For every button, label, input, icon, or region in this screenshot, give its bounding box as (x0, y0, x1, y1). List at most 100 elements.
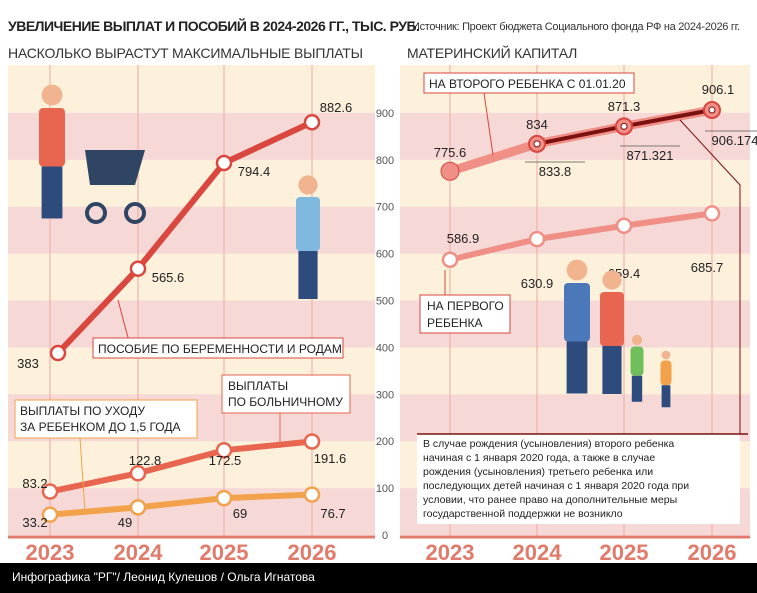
data-label: 794.4 (238, 164, 271, 179)
stroller-wheel-icon (124, 202, 146, 224)
y-tick-label: 300 (376, 389, 394, 401)
data-point-inner (620, 122, 628, 130)
series-line-first-child (449, 210, 713, 263)
data-label: 172.5 (209, 453, 242, 468)
data-label: 906.1 (702, 82, 735, 97)
note-callout-line (679, 119, 741, 435)
note-text-line: начиная с 1 января 2020 года, а также в … (423, 452, 655, 464)
data-point-inner (708, 106, 716, 114)
data-point-inner (533, 140, 541, 148)
footer-credit: Инфографика "РГ"/ Леонид Кулешов / Ольга… (12, 570, 315, 584)
data-point (303, 113, 321, 131)
legend-label-sick: ВЫПЛАТЫ (228, 379, 288, 393)
boy-figure-body (630, 346, 644, 376)
data-label: 49 (118, 515, 132, 530)
series-line (49, 438, 313, 495)
legend-label-care: ЗА РЕБЕНКОМ ДО 1,5 ГОДА (20, 420, 181, 434)
data-point (441, 251, 459, 268)
data-label: 834 (526, 117, 548, 132)
stroller-wheel-icon (85, 202, 107, 224)
father-figure-legs (566, 341, 588, 394)
y-tick-label: 800 (376, 155, 394, 167)
data-label: 630.9 (521, 276, 554, 291)
data-point (129, 499, 147, 516)
legend-box-second-child (423, 72, 635, 94)
left-year-label: 2026 (288, 540, 337, 563)
data-label: 565.6 (152, 270, 185, 285)
girl-figure-head (661, 350, 671, 360)
legend-label-first-child: НА ПЕРВОГО (427, 299, 504, 313)
data-point (129, 465, 147, 482)
boy-figure-head (631, 334, 643, 346)
data-point (49, 344, 67, 362)
note-text-line: государственной поддержки не возникло (423, 508, 623, 520)
right-chart-title: МАТЕРИНСКИЙ КАПИТАЛ (407, 45, 578, 61)
legend-label-sick: ПО БОЛЬНИЧНОМУ (228, 395, 343, 409)
data-label: 871.3 (608, 99, 641, 114)
girl-figure-legs (661, 385, 671, 408)
data-point (703, 205, 721, 222)
left-chart-title: НАСКОЛЬКО ВЫРАСТУТ МАКСИМАЛЬНЫЕ ВЫПЛАТЫ (8, 45, 363, 61)
y-tick-label: 500 (376, 296, 394, 308)
legend-box-first-child (419, 294, 511, 334)
left-year-label: 2023 (26, 540, 75, 563)
data-point (303, 433, 321, 450)
girl-figure-body (660, 360, 672, 386)
data-label-exact: 906.174 (712, 133, 757, 148)
source-note: Источник: Проект бюджета Социального фон… (412, 21, 740, 33)
legend-label-second-child: НА ВТОРОГО РЕБЕНКА С 01.01.20 (429, 77, 626, 91)
mother-with-child-figure-legs (298, 251, 318, 299)
father-figure-head (566, 259, 588, 281)
data-point (41, 506, 59, 523)
note-text-line: последующих детей начиная с 1 января 202… (423, 480, 689, 492)
y-tick-label: 200 (376, 436, 394, 448)
y-tick-label: 700 (376, 202, 394, 214)
data-label: 83.2 (22, 476, 47, 491)
charts-svg: 2023 2023 2024 2024 2025 2025 2026 2026 0 100 200 3… (8, 65, 757, 563)
mother-family-figure-head (602, 270, 622, 290)
data-point (303, 486, 321, 503)
mother-figure-body (39, 108, 65, 167)
mother-with-child-figure-body (296, 197, 320, 251)
note-text-line: условии, что ранее право на дополнительн… (423, 494, 677, 506)
legend-label-maternity: ПОСОБИЕ ПО БЕРЕМЕННОСТИ И РОДАМ (98, 342, 342, 356)
data-point (129, 260, 147, 277)
data-label-exact: 871.321 (627, 148, 674, 163)
data-label: 76.7 (320, 506, 345, 521)
series-line (49, 491, 313, 518)
right-year-label: 2025 (600, 540, 649, 563)
y-tick-label: 900 (376, 108, 394, 120)
right-year-label: 2024 (513, 540, 563, 563)
data-label: 685.7 (691, 260, 724, 275)
data-label: 122.8 (129, 453, 162, 468)
legend-label-first-child: РЕБЕНКА (427, 316, 483, 330)
father-figure-body (564, 283, 590, 342)
legend-box-sick (221, 374, 351, 414)
data-point (41, 483, 59, 500)
left-year-label: 2024 (114, 540, 164, 563)
footer-bar: Инфографика "РГ"/ Леонид Кулешов / Ольга… (0, 563, 757, 593)
data-label: 586.9 (447, 231, 480, 246)
data-label-exact: 833.8 (539, 164, 572, 179)
data-label: 775.6 (434, 145, 467, 160)
note-box (417, 434, 740, 524)
infographic-title: УВЕЛИЧЕНИЕ ВЫПЛАТ И ПОСОБИЙ В 2024-2026 … (8, 18, 420, 34)
data-point (440, 161, 460, 181)
legend-label-care: ВЫПЛАТЫ ПО УХОДУ (20, 404, 145, 418)
note-text-line: В случае рождения (усыновления) второго … (423, 438, 674, 450)
y-tick-label: 100 (376, 483, 394, 495)
callout-line (483, 92, 494, 156)
data-label: 69 (233, 506, 247, 521)
legend-box-care (14, 399, 198, 439)
right-year-label: 2026 (688, 540, 737, 563)
left-year-label: 2025 (200, 540, 249, 563)
stroller-icon (85, 150, 145, 185)
note-text-line: рождения (усыновления) третьего ребенка … (423, 466, 653, 478)
data-label: 33.2 (22, 515, 47, 530)
data-point (528, 230, 546, 248)
mother-figure-head (41, 84, 63, 106)
mother-family-figure-body (600, 292, 624, 346)
callout-line (79, 437, 86, 513)
data-point (215, 154, 233, 172)
mother-with-child-figure-head (298, 175, 318, 195)
